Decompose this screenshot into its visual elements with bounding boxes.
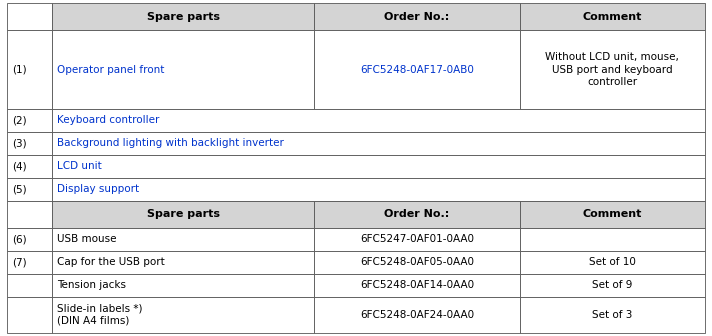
Bar (7, 251, 53, 274)
Bar (53, 251, 314, 274)
Bar (53, 274, 314, 297)
Text: USB mouse: USB mouse (58, 234, 117, 244)
Text: Cap for the USB port: Cap for the USB port (58, 257, 165, 267)
Text: (1): (1) (12, 65, 27, 75)
Bar (53, 132, 705, 155)
Text: (3): (3) (12, 138, 27, 149)
Bar (7, 155, 53, 178)
Text: Tension jacks: Tension jacks (58, 280, 127, 290)
Text: Slide-in labels *)
(DIN A4 films): Slide-in labels *) (DIN A4 films) (58, 303, 143, 326)
Text: 6FC5248-0AF14-0AA0: 6FC5248-0AF14-0AA0 (360, 280, 474, 290)
Text: 6FC5248-0AF17-0AB0: 6FC5248-0AF17-0AB0 (360, 65, 474, 75)
Text: Comment: Comment (582, 12, 642, 22)
Bar (53, 201, 314, 228)
Bar (520, 201, 705, 228)
Text: Spare parts: Spare parts (147, 12, 220, 22)
Text: Set of 10: Set of 10 (589, 257, 636, 267)
Bar (53, 178, 705, 201)
Text: Display support: Display support (58, 184, 140, 194)
Text: LCD unit: LCD unit (58, 161, 103, 171)
Bar (53, 109, 705, 132)
Text: (2): (2) (12, 116, 27, 125)
Bar (7, 228, 53, 251)
Text: (6): (6) (12, 234, 27, 244)
Bar (314, 297, 520, 333)
Bar (53, 155, 705, 178)
Bar (53, 30, 314, 109)
Text: Operator panel front: Operator panel front (58, 65, 165, 75)
Text: (7): (7) (12, 257, 27, 267)
Text: 6FC5248-0AF05-0AA0: 6FC5248-0AF05-0AA0 (360, 257, 474, 267)
Text: Keyboard controller: Keyboard controller (58, 116, 159, 125)
Bar (520, 274, 705, 297)
Text: Order No.:: Order No.: (384, 209, 450, 219)
Text: Background lighting with backlight inverter: Background lighting with backlight inver… (58, 138, 284, 149)
Bar (520, 297, 705, 333)
Text: Comment: Comment (582, 209, 642, 219)
Bar (314, 228, 520, 251)
Text: (4): (4) (12, 161, 27, 171)
Bar (314, 201, 520, 228)
Bar (53, 3, 314, 30)
Bar (314, 30, 520, 109)
Bar (7, 30, 53, 109)
Text: Order No.:: Order No.: (384, 12, 450, 22)
Bar (520, 3, 705, 30)
Bar (314, 251, 520, 274)
Bar (520, 228, 705, 251)
Bar (7, 297, 53, 333)
Text: (5): (5) (12, 184, 27, 194)
Text: 6FC5247-0AF01-0AA0: 6FC5247-0AF01-0AA0 (360, 234, 474, 244)
Text: Set of 9: Set of 9 (592, 280, 633, 290)
Bar (7, 109, 53, 132)
Bar (7, 274, 53, 297)
Bar (7, 3, 53, 30)
Bar (520, 30, 705, 109)
Text: Spare parts: Spare parts (147, 209, 220, 219)
Bar (53, 228, 314, 251)
Bar (7, 178, 53, 201)
Bar (314, 3, 520, 30)
Text: Set of 3: Set of 3 (592, 309, 633, 320)
Bar (314, 274, 520, 297)
Text: Without LCD unit, mouse,
USB port and keyboard
controller: Without LCD unit, mouse, USB port and ke… (545, 52, 679, 87)
Text: 6FC5248-0AF24-0AA0: 6FC5248-0AF24-0AA0 (360, 309, 474, 320)
Bar (53, 297, 314, 333)
Bar (520, 251, 705, 274)
Bar (7, 132, 53, 155)
Bar (7, 201, 53, 228)
